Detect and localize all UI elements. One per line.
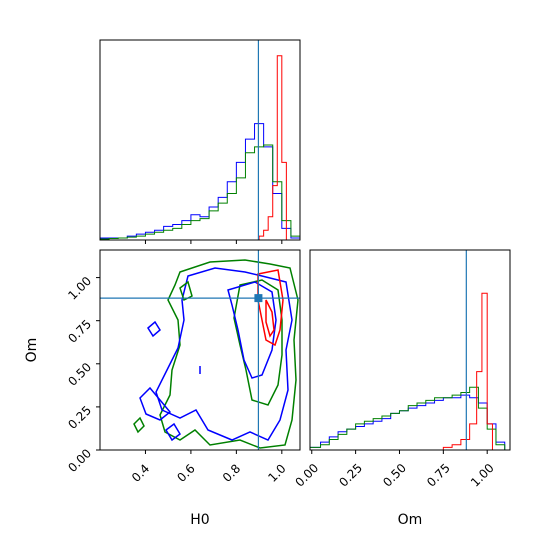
x-tick-label-hist-om: 0.25 (336, 461, 365, 490)
series-red-hist-om (434, 292, 493, 451)
y-tick-label-contour: 0.25 (65, 403, 94, 432)
histogram-om-panel: 0.00 0.25 0.50 0.75 1.00 (293, 249, 511, 490)
series-green-hist-h0 (99, 144, 301, 240)
contour-red-outer (257, 269, 284, 347)
contour-green-island (133, 416, 145, 434)
y-tick-label-contour: 0.75 (65, 317, 94, 346)
x-axis-label-h0: H0 (190, 512, 209, 528)
contour-green-island (179, 280, 193, 302)
contour-blue-island (165, 422, 181, 442)
x-tick-label-contour: 0.8 (220, 461, 243, 484)
contour-blue-inner (227, 281, 277, 379)
x-tick-label-hist-om: 0.75 (424, 461, 453, 490)
contour-h0-om-panel: 0.4 0.6 0.8 1.0 0.00 0.25 0.50 0.75 1.00 (65, 249, 301, 485)
y-axis-label-om: Om (24, 338, 40, 363)
x-tick-label-hist-om: 0.50 (380, 461, 409, 490)
contour-blue-island (147, 320, 161, 338)
contour-green-inner (233, 279, 283, 406)
axes-frame-hist-h0 (99, 39, 301, 241)
series-blue-hist-om (309, 394, 506, 450)
axes-frame-hist-om (309, 249, 511, 451)
histogram-h0-panel (99, 39, 301, 244)
x-tick-label-contour: 0.6 (174, 461, 197, 484)
axes-frame-contour (99, 249, 301, 451)
truth-marker (254, 294, 263, 303)
series-blue-hist-h0 (99, 123, 301, 240)
x-tick-label-contour: 0.4 (129, 461, 152, 484)
contour-red-inner (265, 299, 275, 338)
series-red-hist-h0 (254, 55, 287, 241)
x-tick-label-hist-om: 1.00 (468, 461, 497, 490)
y-tick-label-contour: 0.00 (65, 446, 94, 475)
contour-blue-outer (155, 267, 293, 441)
contour-blue-island (139, 386, 172, 421)
y-tick-label-contour: 1.00 (65, 274, 94, 303)
series-green-hist-om (309, 386, 506, 450)
x-tick-label-hist-om: 0.00 (293, 461, 322, 490)
y-tick-label-contour: 0.50 (65, 360, 94, 389)
x-axis-label-om: Om (398, 512, 423, 528)
x-tick-label-contour: 1.0 (265, 461, 288, 484)
